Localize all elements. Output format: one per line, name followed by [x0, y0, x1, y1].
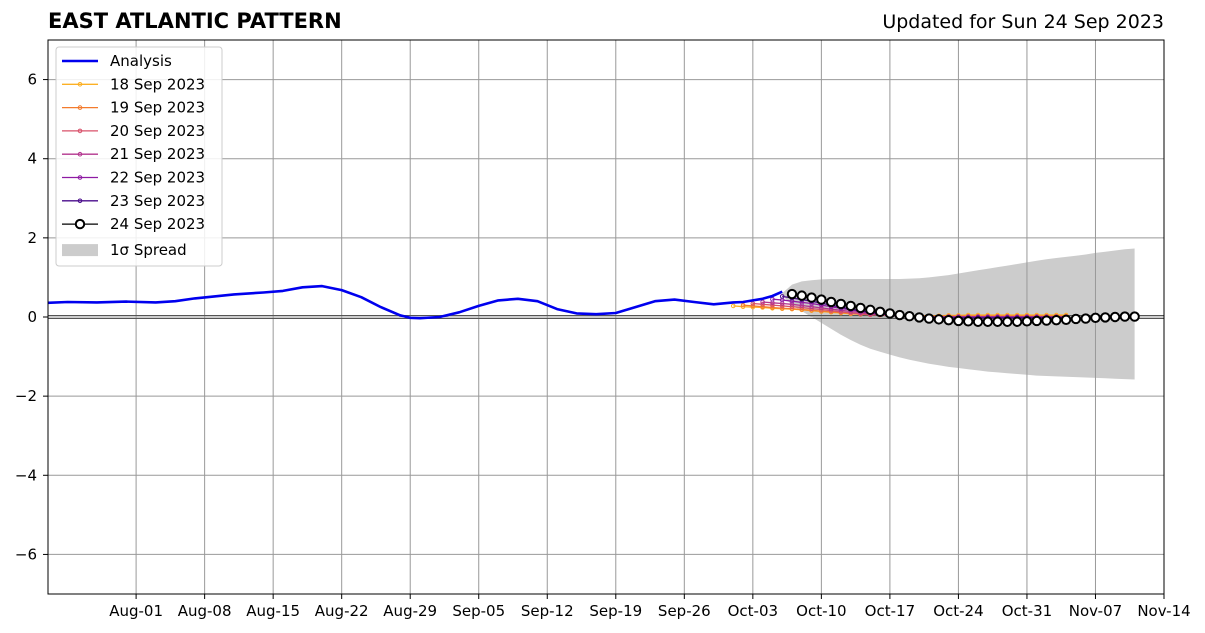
- x-tick-label: Oct-03: [728, 602, 778, 620]
- legend-label: 18 Sep 2023: [110, 75, 205, 93]
- latest-point: [1080, 313, 1091, 324]
- latest-point: [972, 316, 984, 327]
- legend-label: 19 Sep 2023: [110, 99, 205, 117]
- latest-point: [1100, 312, 1111, 323]
- legend-marker: [77, 151, 83, 157]
- analysis-line: [47, 284, 783, 320]
- forecast-point: [740, 302, 746, 308]
- latest-point: [884, 308, 896, 319]
- legend-label: 20 Sep 2023: [110, 122, 205, 140]
- latest-point: [904, 311, 915, 322]
- x-tick-label: Oct-17: [865, 602, 915, 620]
- legend-label: Analysis: [110, 52, 172, 70]
- latest-point: [1109, 311, 1121, 323]
- latest-point: [953, 315, 964, 327]
- latest-point: [796, 290, 807, 301]
- forecast-point: [750, 301, 756, 306]
- latest-point: [1021, 316, 1033, 327]
- latest-point: [825, 296, 837, 308]
- y-tick-label: −2: [15, 387, 37, 405]
- x-tick-label: Oct-31: [1002, 602, 1052, 620]
- latest-point: [933, 314, 945, 325]
- y-tick-label: 2: [27, 229, 37, 247]
- legend-box: [55, 46, 223, 267]
- x-tick-label: Aug-08: [178, 602, 232, 620]
- analysis-line: [47, 284, 783, 320]
- legend-marker: [77, 175, 83, 180]
- x-tick-label: Sep-19: [589, 602, 642, 620]
- legend-label: 22 Sep 2023: [110, 169, 205, 187]
- latest-point: [894, 309, 905, 321]
- x-tick-label: Aug-15: [246, 602, 300, 620]
- forecast-point: [760, 299, 765, 305]
- forecast-point: [819, 305, 824, 311]
- x-tick-label: Oct-10: [796, 602, 846, 620]
- legend-marker: [74, 218, 86, 230]
- latest-point: [1070, 313, 1082, 325]
- x-tick-label: Oct-24: [933, 602, 983, 620]
- x-tick-label: Aug-01: [109, 602, 163, 620]
- latest-point: [835, 298, 847, 310]
- latest-point: [992, 316, 1003, 327]
- x-tick-label: Aug-29: [383, 602, 437, 620]
- chart-title: EAST ATLANTIC PATTERN: [48, 9, 342, 33]
- forecast-point: [779, 294, 785, 299]
- latest-point: [786, 288, 798, 300]
- latest-point: [865, 304, 876, 316]
- latest-point: [1129, 311, 1140, 322]
- y-tick-label: −4: [15, 466, 37, 484]
- x-tick-label: Nov-14: [1137, 602, 1190, 620]
- y-tick-label: 6: [27, 71, 37, 89]
- latest-point: [855, 302, 866, 314]
- latest-point: [1002, 316, 1013, 327]
- forecast-point: [730, 303, 736, 309]
- legend-marker: [77, 105, 83, 110]
- legend-label: 24 Sep 2023: [110, 215, 205, 233]
- latest-point: [1119, 311, 1131, 322]
- latest-point: [1011, 316, 1023, 327]
- forecast-point: [770, 296, 775, 302]
- latest-point: [1031, 315, 1042, 327]
- legend-label: 21 Sep 2023: [110, 145, 205, 163]
- latest-point: [923, 313, 935, 324]
- legend-marker: [77, 82, 83, 87]
- x-tick-label: Sep-26: [658, 602, 711, 620]
- tick-labels: Aug-01 Aug-08 Aug-15 Aug-22 Aug-29 Sep-05 Sep-…: [15, 71, 1191, 620]
- x-tick-label: Sep-05: [452, 602, 505, 620]
- latest-point: [874, 306, 886, 318]
- latest-point: [806, 292, 817, 303]
- latest-forecast-line: [786, 288, 1140, 327]
- x-tick-label: Sep-12: [521, 602, 574, 620]
- latest-point: [816, 294, 827, 305]
- updated-date: Updated for Sun 24 Sep 2023: [882, 11, 1164, 33]
- legend-label: 23 Sep 2023: [110, 192, 205, 210]
- legend-marker: [77, 128, 83, 134]
- latest-point: [1051, 314, 1062, 326]
- latest-point: [1090, 312, 1101, 323]
- legend-swatch: [62, 244, 98, 257]
- legend-label: 1σ Spread: [110, 241, 187, 259]
- y-tick-label: 4: [27, 150, 37, 168]
- forecast-point: [740, 304, 746, 310]
- legend: Analysis 18 Sep 2023 19 Sep 2023 20 Sep 202…: [55, 46, 223, 267]
- latest-point: [943, 314, 954, 326]
- y-tick-label: −6: [15, 545, 37, 563]
- x-tick-label: Nov-07: [1069, 602, 1122, 620]
- y-tick-label: 0: [27, 308, 37, 326]
- latest-point: [982, 316, 993, 327]
- legend-marker: [77, 198, 83, 204]
- latest-point: [1041, 315, 1052, 326]
- latest-point: [963, 316, 974, 327]
- latest-point: [914, 312, 925, 323]
- latest-point: [845, 300, 856, 312]
- latest-point: [1060, 314, 1072, 325]
- x-tick-label: Aug-22: [315, 602, 369, 620]
